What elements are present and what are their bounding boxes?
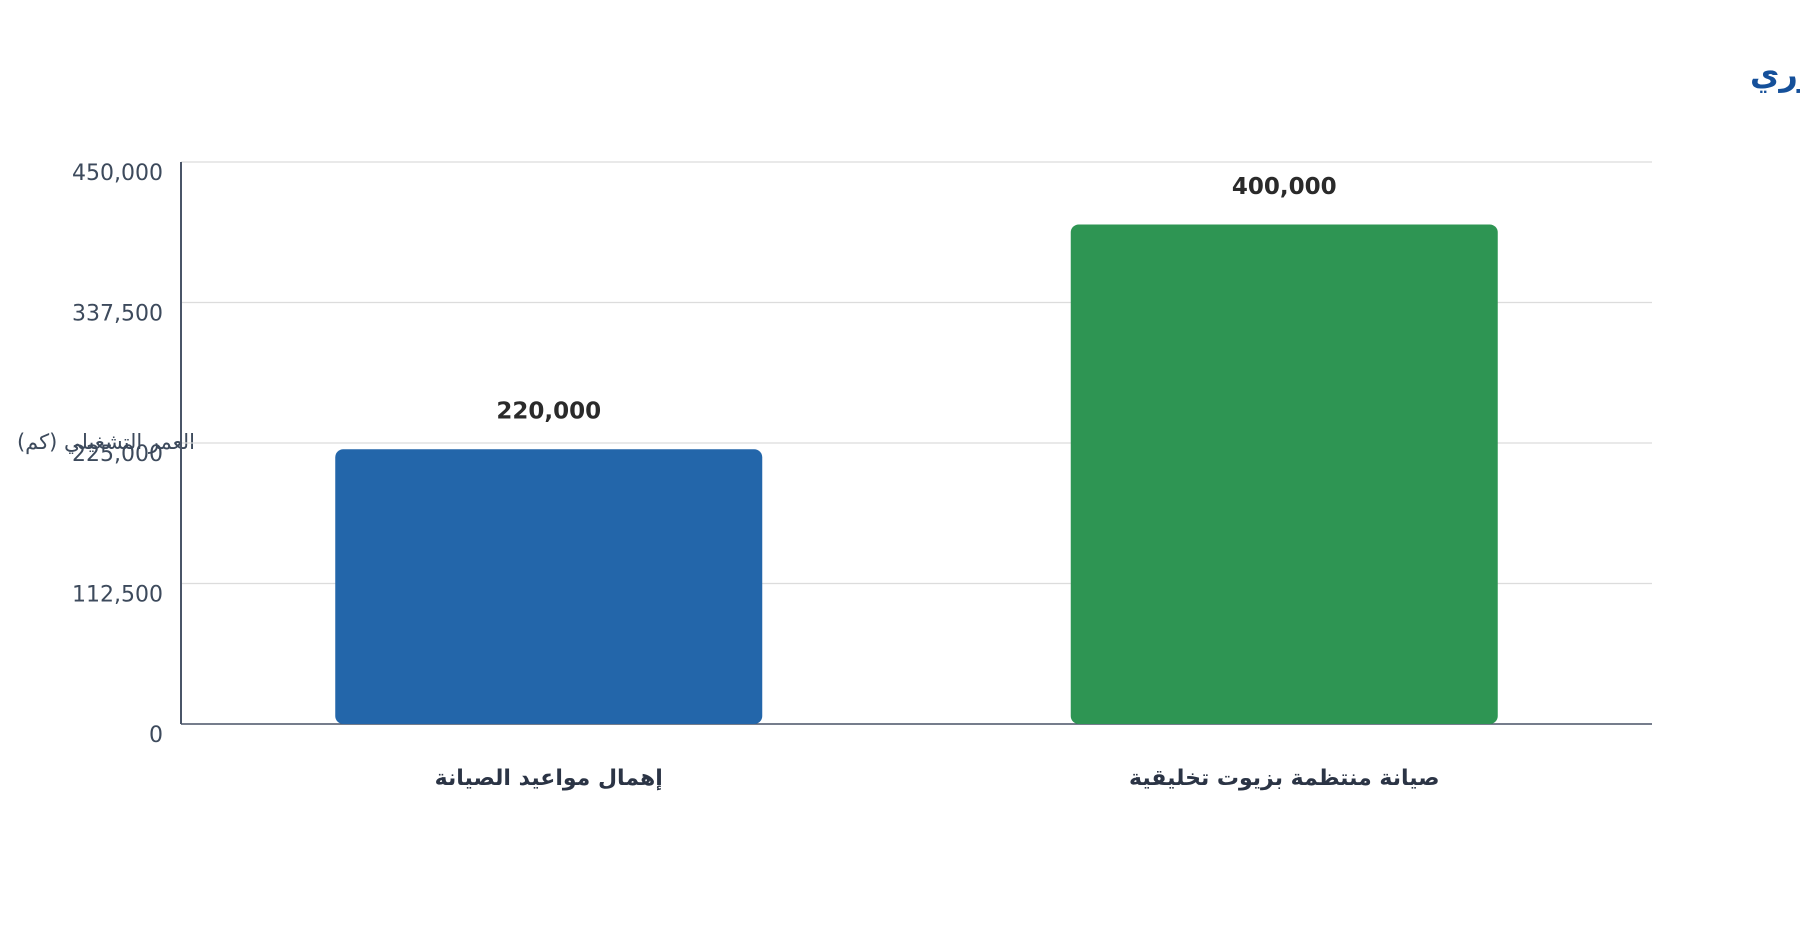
value-label: 400,000	[1232, 174, 1337, 200]
y-axis-label: العمر التشغيلي (كم)	[17, 430, 195, 455]
bar	[1070, 224, 1498, 724]
value-label: 220,000	[496, 399, 601, 425]
x-tick-label: صيانة منتظمة بزيوت تخليقية	[1129, 766, 1440, 791]
chart-title: أثر الصيانة المنتظمة على عمر المحرك الكو…	[1750, 53, 1800, 93]
bar	[335, 449, 763, 724]
x-tick-label: إهمال مواعيد الصيانة	[435, 766, 663, 791]
y-tick-label: 225,000	[72, 442, 163, 467]
y-tick-label: 450,000	[72, 161, 163, 186]
y-tick-label: 337,500	[72, 302, 163, 327]
y-tick-label: 112,500	[72, 583, 163, 608]
y-tick-label: 0	[149, 723, 163, 748]
